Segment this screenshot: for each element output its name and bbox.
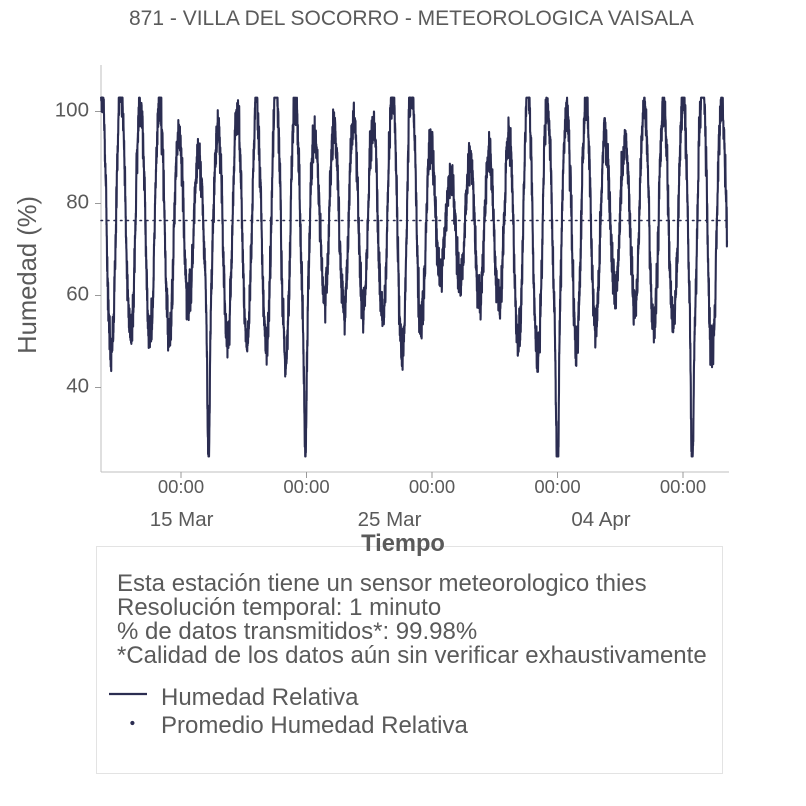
- svg-text:00:00: 00:00: [283, 476, 329, 497]
- svg-text:04 Apr: 04 Apr: [571, 508, 630, 531]
- svg-text:80: 80: [66, 191, 89, 214]
- svg-text:00:00: 00:00: [409, 476, 455, 497]
- svg-text:100: 100: [55, 99, 89, 122]
- svg-text:25 Mar: 25 Mar: [358, 508, 422, 531]
- svg-text:15 Mar: 15 Mar: [150, 508, 214, 531]
- svg-text:00:00: 00:00: [158, 476, 204, 497]
- svg-text:00:00: 00:00: [660, 476, 706, 497]
- svg-text:40: 40: [66, 375, 89, 398]
- svg-text:00:00: 00:00: [534, 476, 580, 497]
- svg-text:60: 60: [66, 283, 89, 306]
